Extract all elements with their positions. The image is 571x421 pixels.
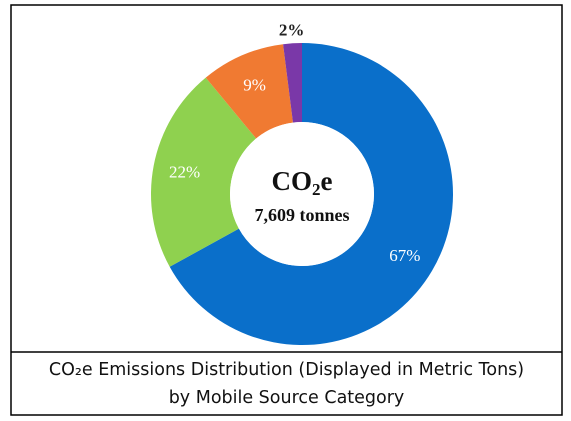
slice-label-67: 67%	[389, 246, 420, 265]
donut-chart: 67% 22% 9% 2% CO2e 7,609 tonnes	[10, 4, 563, 416]
slice-label-22: 22%	[169, 163, 200, 182]
slice-label-9: 9%	[243, 75, 266, 94]
slice-9	[205, 44, 293, 139]
slice-22	[151, 77, 257, 267]
center-subtitle: 7,609 tonnes	[254, 205, 349, 225]
slice-label-2: 2%	[279, 20, 305, 39]
chart-caption: CO₂e Emissions Distribution (Displayed i…	[10, 356, 563, 412]
labels-group: 67% 22% 9% 2%	[169, 20, 420, 265]
slices-group	[151, 43, 454, 345]
caption-line-1: CO₂e Emissions Distribution (Displayed i…	[48, 360, 525, 380]
slice-67	[169, 43, 454, 345]
chart-frame: 67% 22% 9% 2% CO2e 7,609 tonnes CO₂e Emissi…	[10, 4, 563, 416]
chart-border	[10, 4, 563, 416]
slice-2	[283, 43, 302, 123]
donut-hole	[230, 122, 374, 266]
caption-line-2: by Mobile Source Category	[168, 388, 405, 408]
center-title: CO2e	[272, 166, 333, 199]
